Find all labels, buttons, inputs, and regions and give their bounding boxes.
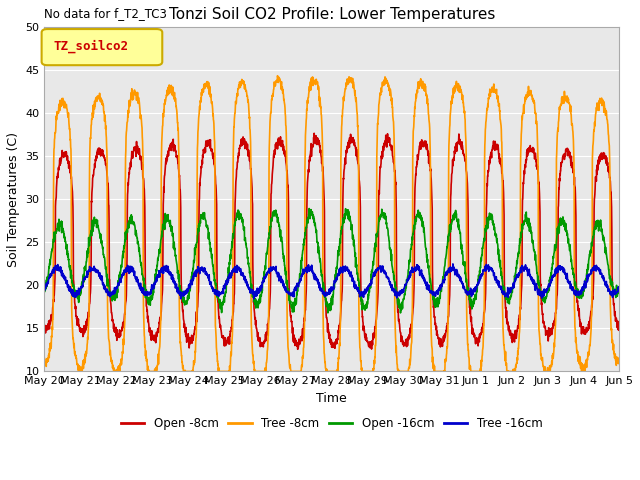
Open -8cm [607,196,615,202]
Open -8cm [367,339,374,345]
Tree -16cm [41,286,49,291]
Legend: Open -8cm, Tree -8cm, Open -16cm, Tree -16cm: Open -8cm, Tree -8cm, Open -16cm, Tree -… [116,412,547,434]
Tree -8cm [41,356,49,361]
Tree -8cm [506,369,513,374]
FancyBboxPatch shape [42,29,163,65]
X-axis label: Time: Time [316,392,347,405]
Open -16cm [367,285,374,291]
Tree -8cm [615,355,623,361]
Tree -8cm [75,369,83,374]
Line: Tree -16cm: Tree -16cm [45,264,619,299]
Text: No data for f_T2_TC3: No data for f_T2_TC3 [45,8,168,21]
Tree -16cm [250,296,258,302]
Open -16cm [397,310,404,316]
Open -8cm [538,300,545,306]
Tree -8cm [538,355,545,361]
Line: Open -16cm: Open -16cm [45,208,619,313]
Open -8cm [41,326,49,332]
Tree -8cm [99,101,106,107]
Tree -16cm [607,290,615,296]
Open -8cm [98,151,106,157]
Tree -16cm [449,261,457,267]
Open -16cm [615,285,623,291]
Open -8cm [222,342,230,348]
Open -8cm [310,131,318,136]
Tree -8cm [222,369,230,374]
Title: Tonzi Soil CO2 Profile: Lower Temperatures: Tonzi Soil CO2 Profile: Lower Temperatur… [168,7,495,22]
Open -16cm [222,290,230,296]
Open -16cm [41,288,49,294]
Y-axis label: Soil Temperatures (C): Soil Temperatures (C) [7,132,20,267]
Tree -8cm [367,369,374,374]
Line: Tree -8cm: Tree -8cm [45,76,619,372]
Tree -8cm [274,73,282,79]
Tree -16cm [506,288,513,294]
Open -8cm [615,324,623,330]
Tree -16cm [367,283,374,288]
Open -8cm [294,347,301,352]
Tree -16cm [538,292,545,298]
Open -16cm [305,205,313,211]
Text: TZ_soilco2: TZ_soilco2 [53,39,128,53]
Open -16cm [506,301,513,307]
Tree -16cm [98,277,106,283]
Open -8cm [506,329,513,335]
Tree -8cm [607,327,615,333]
Tree -16cm [615,284,623,289]
Open -16cm [538,290,545,296]
Tree -16cm [222,278,230,284]
Line: Open -8cm: Open -8cm [45,133,619,349]
Open -16cm [607,281,615,287]
Open -16cm [98,241,106,247]
